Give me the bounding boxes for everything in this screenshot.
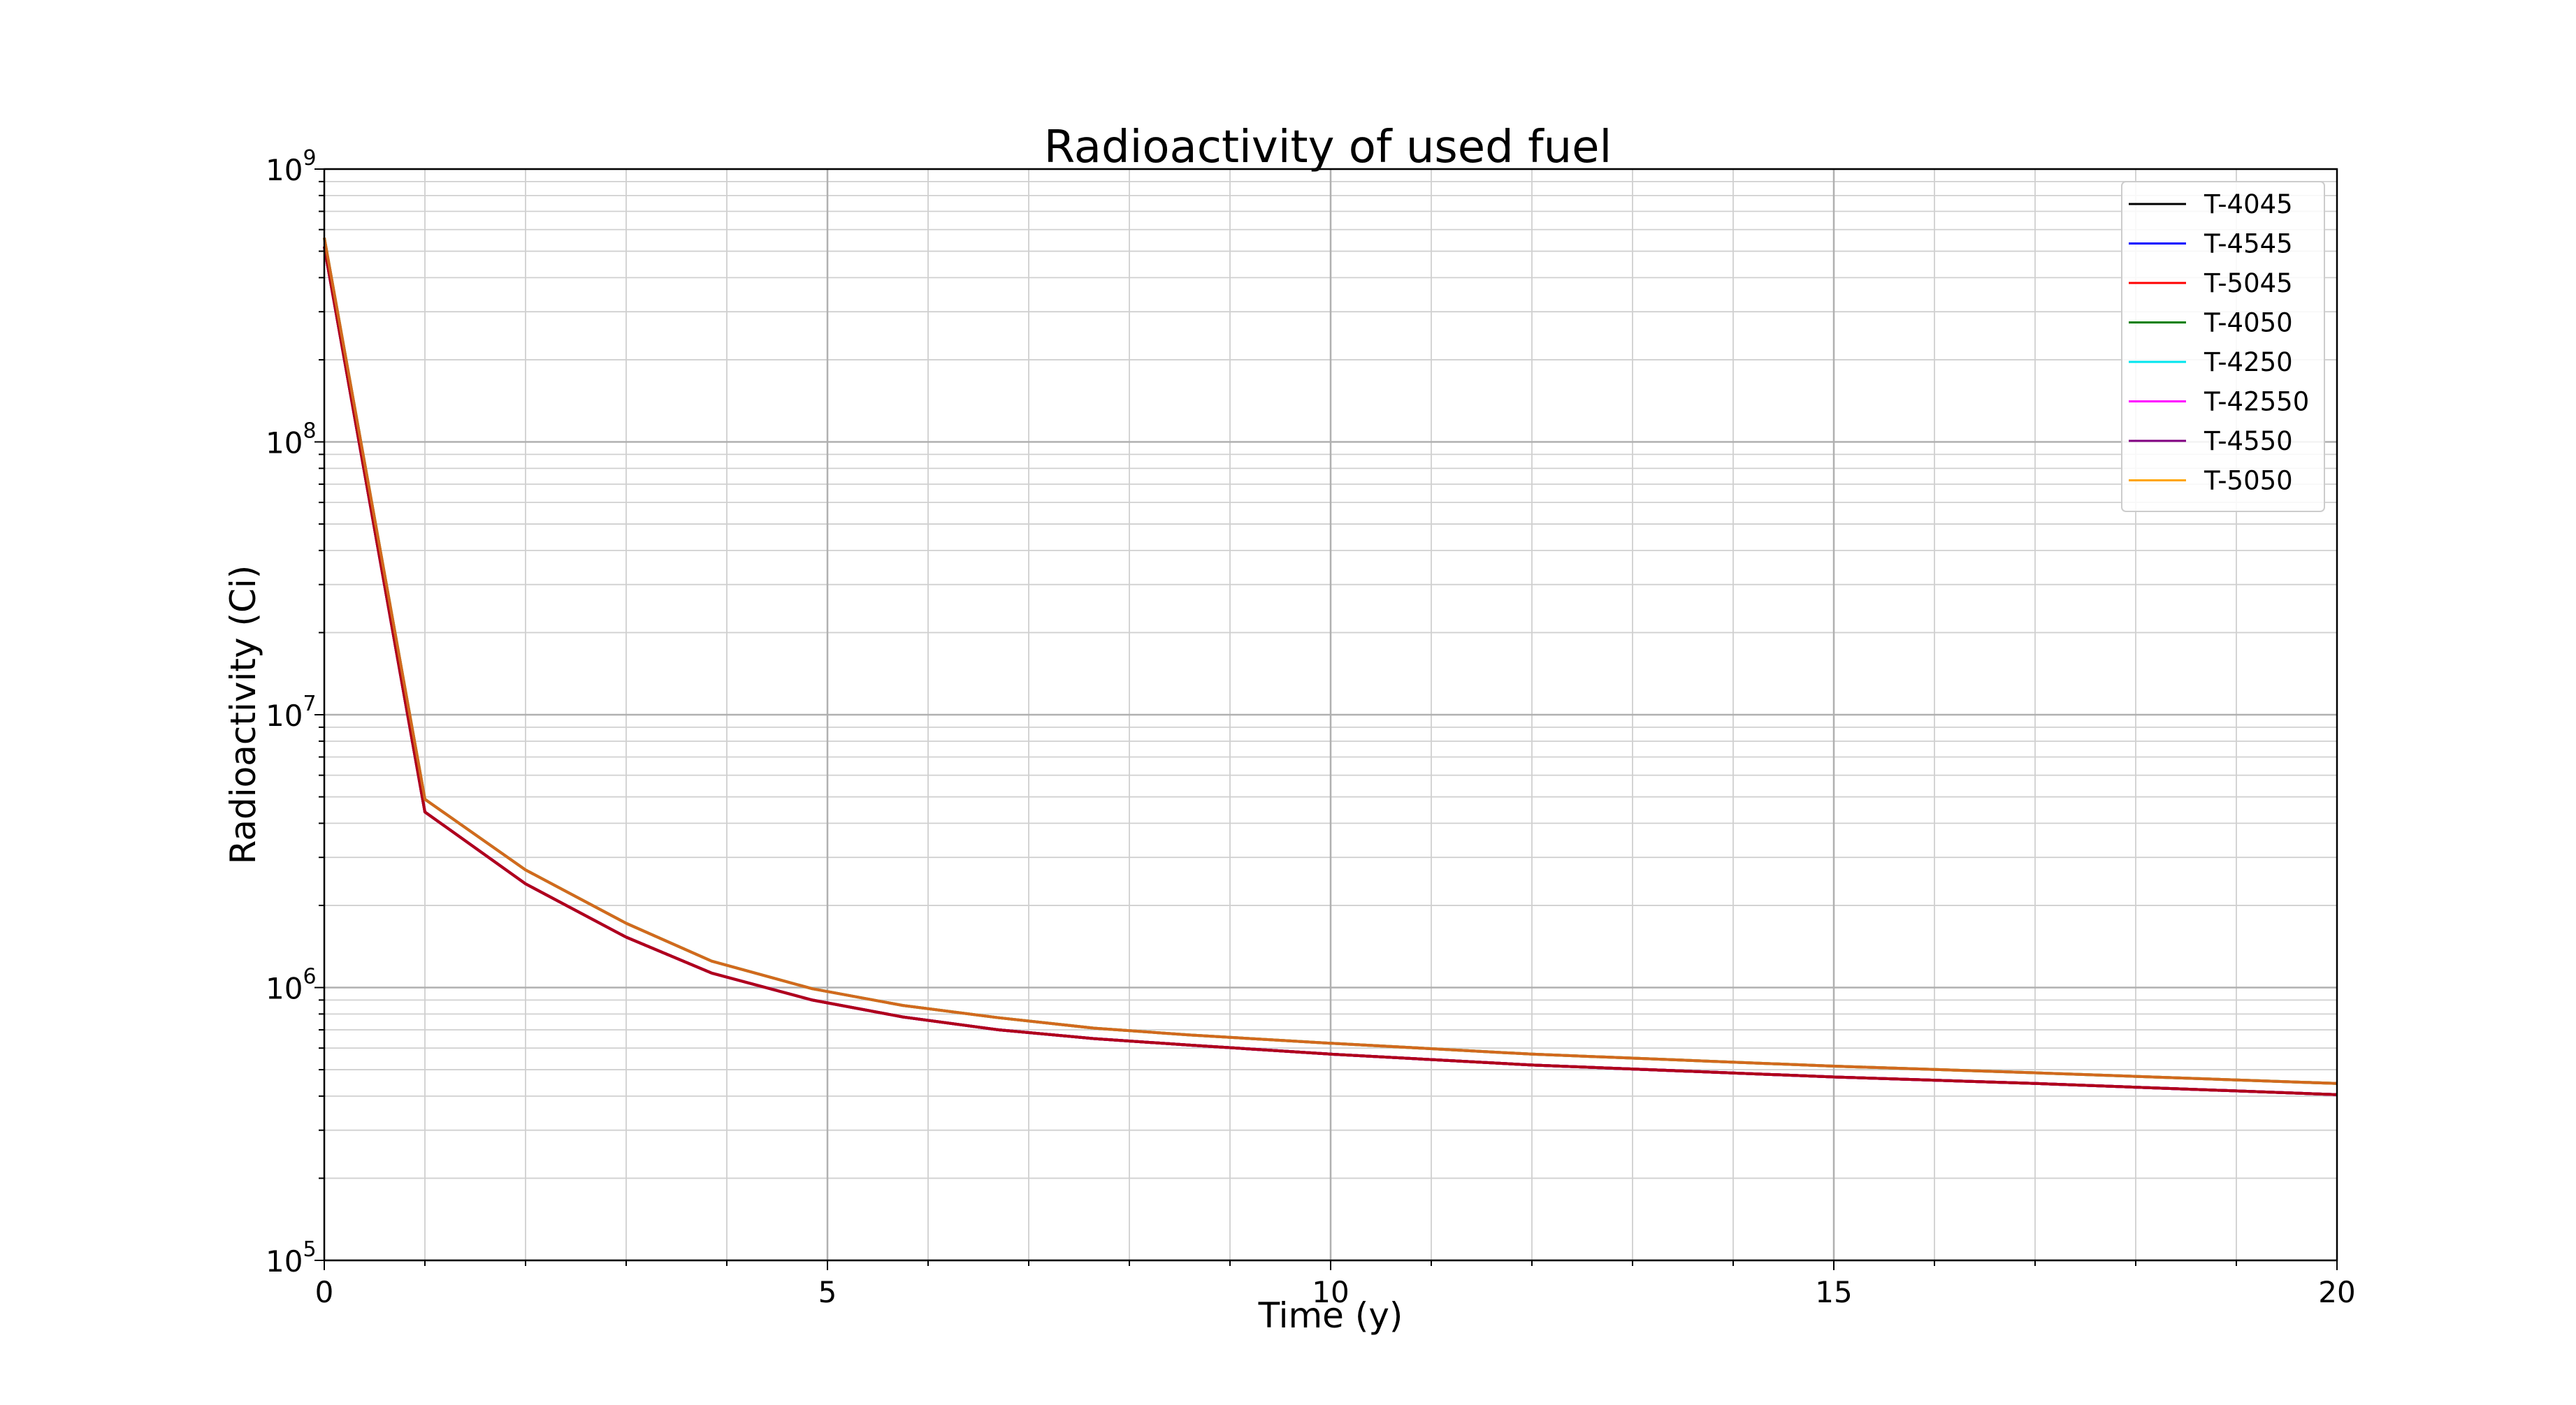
- x-axis-label: Time (y): [1258, 1295, 1403, 1336]
- y-axis-ticks: 105 106 107 108 109: [266, 146, 324, 1279]
- x-tick-label: 10: [1312, 1275, 1349, 1309]
- series-layer: [323, 237, 2338, 1096]
- legend: T-4045 T-4545 T-5045 T-4050 T-4250 T-42550 T-4…: [2121, 181, 2325, 512]
- legend-box: [2121, 181, 2325, 512]
- x-tick-label: 0: [315, 1275, 334, 1309]
- legend-label: T-4550: [2204, 426, 2293, 456]
- x-tick-label: 15: [1815, 1275, 1852, 1309]
- y-tick-label: 107: [266, 692, 317, 733]
- legend-label: T-4250: [2204, 347, 2293, 377]
- y-tick-label: 105: [266, 1237, 317, 1279]
- legend-label: T-42550: [2204, 387, 2309, 417]
- legend-label: T-5045: [2204, 268, 2293, 298]
- series-overlay-upper: [323, 237, 2338, 1085]
- series-overlay-lower: [323, 246, 2338, 1096]
- chart-title: Radioactivity of used fuel: [1044, 122, 1612, 173]
- y-tick-label: 106: [266, 965, 317, 1006]
- x-tick-label: 5: [818, 1275, 837, 1309]
- legend-label: T-4045: [2204, 189, 2293, 219]
- legend-label: T-4545: [2204, 229, 2293, 259]
- x-tick-label: 20: [2318, 1275, 2355, 1309]
- legend-label: T-4050: [2204, 308, 2293, 338]
- legend-label: T-5050: [2204, 466, 2293, 496]
- y-axis-label: Radioactivity (Ci): [223, 565, 263, 865]
- x-axis-ticks: 0 5 10 15 20: [315, 1260, 2356, 1309]
- y-tick-label: 108: [266, 419, 317, 460]
- y-tick-label: 109: [266, 146, 317, 187]
